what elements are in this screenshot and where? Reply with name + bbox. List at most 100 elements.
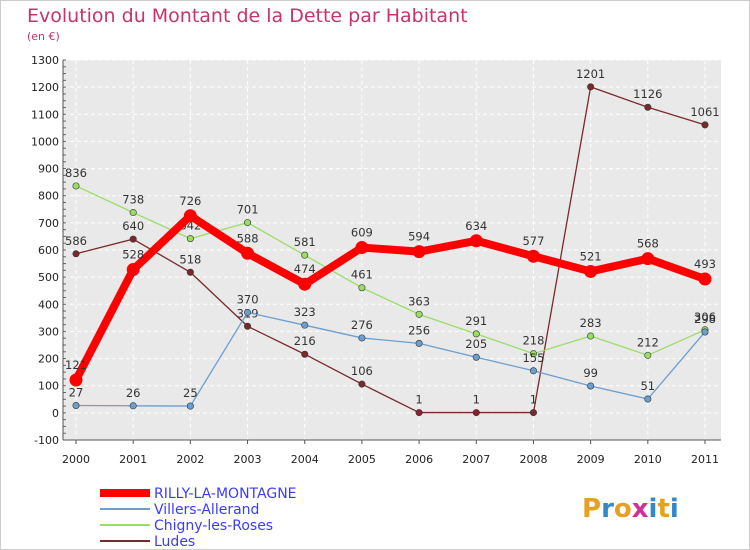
point-chigny-les-roses [72,182,80,190]
x-tick-label: 2007 [462,453,490,466]
x-tick-label: 2011 [691,453,719,466]
x-tick-label: 2009 [577,453,605,466]
point-rilly-la-montagne [641,252,655,266]
data-label-ludes: 106 [351,364,373,378]
data-label-chigny-les-roses: 738 [122,193,144,207]
point-chigny-les-roses [587,332,595,340]
data-label-chigny-les-roses: 218 [522,334,544,348]
legend-label-ludes: Ludes [154,534,195,550]
y-tick-label: 0 [52,407,59,420]
data-label-chigny-les-roses: 461 [351,268,373,282]
point-rilly-la-montagne [126,263,140,277]
x-tick-label: 2010 [634,453,662,466]
data-label-villers-allerand: 26 [126,386,141,400]
data-label-ludes: 1061 [690,105,719,119]
data-label-rilly-la-montagne: 577 [522,234,544,248]
y-tick-label: 400 [38,298,59,311]
data-label-chigny-les-roses: 836 [65,166,87,180]
point-ludes [301,350,309,358]
data-label-villers-allerand: 256 [408,323,430,337]
data-label-rilly-la-montagne: 493 [694,257,716,271]
point-chigny-les-roses [301,251,309,259]
data-label-villers-allerand: 27 [69,386,84,400]
y-tick-label: 1200 [31,81,59,94]
chart-subtitle: (en €) [27,30,60,43]
data-label-ludes: 518 [179,252,201,266]
data-label-rilly-la-montagne: 594 [408,230,430,244]
point-villers-allerand [644,395,652,403]
point-ludes [529,409,537,417]
data-label-villers-allerand: 155 [522,351,544,365]
point-chigny-les-roses [244,219,252,227]
x-tick-label: 2002 [176,453,204,466]
point-rilly-la-montagne [526,249,540,263]
y-tick-label: 900 [38,163,59,176]
x-tick-label: 2000 [62,453,90,466]
x-tick-label: 2006 [405,453,433,466]
point-villers-allerand [701,328,709,336]
point-rilly-la-montagne [469,234,483,248]
data-label-villers-allerand: 323 [294,305,316,319]
point-chigny-les-roses [472,330,480,338]
y-tick-label: 200 [38,353,59,366]
point-villers-allerand [358,334,366,342]
point-ludes [701,121,709,129]
point-villers-allerand [301,321,309,329]
series-line-rilly-la-montagne [72,211,709,385]
data-label-villers-allerand: 25 [183,386,198,400]
legend: RILLY-LA-MONTAGNEVillers-AllerandChigny-… [100,486,297,550]
data-label-rilly-la-montagne: 609 [351,226,373,240]
chart-title: Evolution du Montant de la Dette par Hab… [27,5,468,27]
point-ludes [644,103,652,111]
legend-label-chigny-les-roses: Chigny-les-Roses [154,518,273,534]
data-label-ludes: 586 [65,234,87,248]
series-line-villers-allerand [75,311,706,407]
x-tick-label: 2005 [348,453,376,466]
point-rilly-la-montagne [241,246,255,260]
data-label-ludes: 640 [122,219,144,233]
point-chigny-les-roses [644,351,652,359]
data-label-rilly-la-montagne: 588 [237,231,259,245]
point-rilly-la-montagne [584,264,598,278]
data-label-chigny-les-roses: 581 [294,235,316,249]
y-tick-label: 800 [38,190,59,203]
point-ludes [587,83,595,91]
data-label-rilly-la-montagne: 121 [65,358,87,372]
data-label-rilly-la-montagne: 568 [637,237,659,251]
point-ludes [72,250,80,258]
point-rilly-la-montagne [183,209,197,223]
data-label-chigny-les-roses: 283 [580,316,602,330]
y-tick-label: 1000 [31,135,59,148]
data-label-villers-allerand: 99 [583,366,598,380]
data-label-rilly-la-montagne: 528 [122,248,144,262]
point-villers-allerand [244,308,252,316]
y-tick-label: 1100 [31,108,59,121]
series-line-chigny-les-roses [75,185,706,356]
y-tick-label: 300 [38,325,59,338]
data-label-villers-allerand: 370 [237,292,259,306]
x-tick-label: 2008 [519,453,547,466]
point-ludes [472,409,480,417]
y-tick-label: -100 [34,434,59,447]
data-label-villers-allerand: 51 [640,379,655,393]
data-label-villers-allerand: 276 [351,318,373,332]
y-tick-label: 100 [38,380,59,393]
point-villers-allerand [587,382,595,390]
legend-label-rilly-la-montagne: RILLY-LA-MONTAGNE [154,486,297,502]
data-label-ludes: 1 [530,393,537,407]
data-label-rilly-la-montagne: 634 [465,219,487,233]
data-label-rilly-la-montagne: 474 [294,262,316,276]
data-label-rilly-la-montagne: 726 [179,194,201,208]
point-villers-allerand [472,353,480,361]
point-villers-allerand [529,367,537,375]
point-rilly-la-montagne [355,241,369,255]
point-villers-allerand [72,402,80,410]
y-tick-label: 700 [38,217,59,230]
point-chigny-les-roses [186,235,194,243]
point-villers-allerand [186,402,194,410]
y-tick-label: 1300 [31,54,59,67]
x-tick-label: 2001 [119,453,147,466]
y-tick-label: 500 [38,271,59,284]
point-ludes [186,268,194,276]
